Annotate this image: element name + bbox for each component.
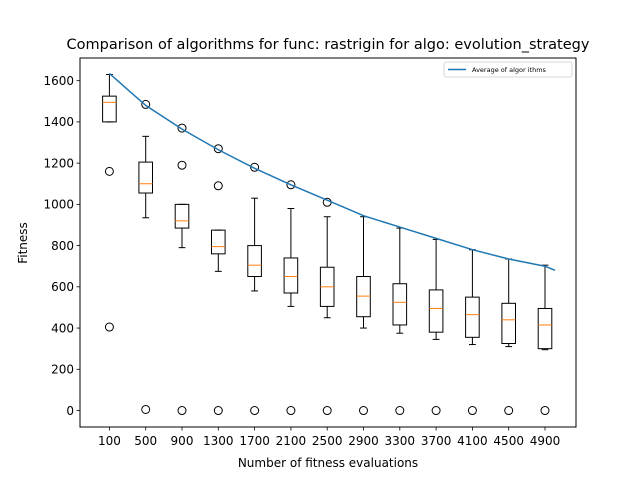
outlier-point — [177, 160, 187, 170]
legend-label: Average of algor ithms — [472, 66, 547, 74]
boxplot-900 — [174, 123, 190, 416]
chart-title: Comparison of algorithms for func: rastr… — [67, 37, 590, 53]
y-tick-label: 1200 — [43, 156, 74, 170]
x-tick-label: 3700 — [421, 434, 452, 448]
x-tick-label: 4100 — [457, 434, 488, 448]
outlier-point — [286, 406, 296, 416]
boxplot-4900 — [537, 264, 553, 416]
outlier-point — [104, 166, 114, 176]
boxplots — [102, 73, 553, 416]
legend: Average of algor ithms — [443, 61, 573, 78]
boxplot-2100 — [283, 180, 299, 416]
box — [356, 276, 371, 318]
box — [501, 302, 516, 345]
box — [102, 95, 117, 123]
boxplot-1300 — [211, 144, 226, 416]
x-tick-label: 1300 — [203, 434, 234, 448]
y-tick-label: 800 — [51, 239, 74, 253]
box — [392, 283, 408, 326]
x-tick-label: 500 — [134, 434, 157, 448]
outlier-point — [141, 99, 151, 109]
x-tick-label: 2100 — [276, 434, 307, 448]
box — [283, 257, 299, 294]
box — [247, 245, 262, 278]
outlier-point — [504, 406, 514, 416]
y-tick-label: 600 — [51, 280, 74, 294]
y-tick-label: 1600 — [43, 74, 74, 88]
x-tick-label: 100 — [98, 434, 121, 448]
outlier-point — [322, 406, 332, 416]
outlier-point — [177, 406, 187, 416]
x-tick-label: 3300 — [385, 434, 416, 448]
x-tick-label: 4900 — [530, 434, 561, 448]
x-tick-label: 2500 — [312, 434, 343, 448]
average-line — [108, 72, 556, 272]
outlier-point — [213, 144, 223, 154]
x-tick-label: 2900 — [348, 434, 379, 448]
box — [465, 296, 480, 338]
y-tick-label: 400 — [51, 321, 74, 335]
outlier-point — [359, 406, 368, 416]
outlier-point — [213, 181, 223, 191]
outlier-point — [540, 406, 550, 416]
outlier-point — [467, 406, 477, 416]
outlier-point — [395, 406, 405, 416]
average-line-series — [108, 72, 556, 272]
box — [174, 203, 190, 229]
x-tick-label: 900 — [171, 434, 194, 448]
x-axis-label: Number of fitness evaluations — [238, 456, 418, 470]
outlier-point — [250, 406, 260, 416]
plot-area — [79, 57, 577, 428]
box — [211, 229, 226, 255]
outlier-point — [250, 162, 260, 172]
x-tick-label: 4500 — [493, 434, 524, 448]
outlier-point — [431, 406, 441, 416]
y-tick-label: 1400 — [43, 115, 74, 129]
y-axis: 0 200 400 600 800 1000 1200 1400 1600 — [43, 74, 80, 418]
x-axis: 100 500 900 1300 1700 2100 2500 2900 3300 3700 410… — [98, 427, 560, 448]
y-tick-label: 0 — [66, 404, 74, 418]
box — [428, 289, 444, 333]
box — [537, 307, 553, 350]
boxplot-4100 — [465, 249, 480, 416]
outlier-point — [177, 123, 187, 133]
box — [138, 161, 153, 194]
outlier-point — [286, 180, 296, 190]
boxplot-3300 — [392, 227, 408, 416]
outlier-point — [213, 406, 223, 416]
boxplot-100 — [102, 73, 117, 332]
boxplot-2500 — [319, 197, 335, 416]
boxplot-4500 — [501, 258, 516, 416]
y-axis-label: Fitness — [16, 222, 30, 264]
legend-box — [443, 61, 573, 78]
x-tick-label: 1700 — [239, 434, 270, 448]
boxplot-500 — [138, 99, 153, 414]
outlier-point — [104, 322, 114, 332]
y-tick-label: 1000 — [43, 198, 74, 212]
boxplot-1700 — [247, 162, 262, 416]
outlier-point — [141, 404, 151, 414]
y-tick-label: 200 — [51, 363, 74, 377]
